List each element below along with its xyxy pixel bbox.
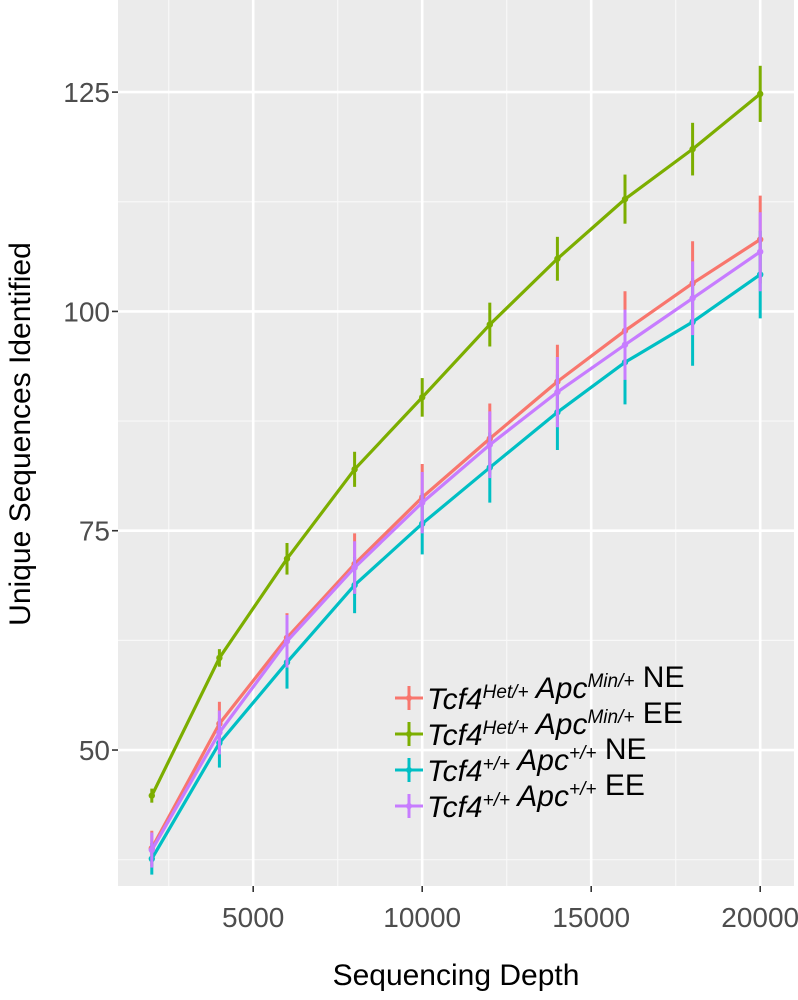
- data-point: [351, 466, 358, 473]
- series-4: [148, 212, 764, 868]
- axis-ticks: [112, 91, 762, 892]
- minor-gridlines: [118, 0, 794, 886]
- y-tick-label: 100: [63, 296, 110, 327]
- data-point: [621, 341, 629, 348]
- data-point: [216, 729, 223, 736]
- legend-item: Tcf4Het/+ ApcMin/+ EE: [395, 697, 683, 752]
- y-tick-label: 50: [79, 735, 110, 766]
- data-point: [689, 145, 696, 153]
- data-point: [689, 295, 696, 302]
- legend-key-point: [406, 695, 412, 701]
- legend-item: Tcf4Het/+ ApcMin/+ NE: [395, 661, 684, 716]
- y-tick-label: 75: [79, 516, 110, 547]
- x-tick-labels: 5000 10000 15000 20000: [222, 902, 798, 933]
- series-line: [150, 92, 762, 797]
- legend-item: Tcf4+/+ Apc+/+ EE: [395, 769, 645, 824]
- legend-key-point: [406, 767, 412, 773]
- legend-label: Tcf4Het/+ ApcMin/+ EE: [427, 697, 683, 752]
- data-point: [419, 394, 426, 401]
- plot-panel: [118, 0, 794, 886]
- data-point: [757, 248, 764, 255]
- data-point: [554, 255, 561, 262]
- x-axis-title: Sequencing Depth: [333, 959, 580, 992]
- data-point: [621, 195, 629, 203]
- y-tick-label: 125: [63, 77, 110, 108]
- data-point: [283, 555, 291, 562]
- data-point: [216, 654, 223, 662]
- legend-key-point: [406, 731, 412, 737]
- data-point: [283, 638, 291, 645]
- data-point: [351, 564, 358, 571]
- data-point: [148, 846, 155, 854]
- series-line: [150, 273, 762, 860]
- legend-item: Tcf4+/+ Apc+/+ NE: [395, 733, 647, 788]
- data-point: [419, 499, 426, 506]
- x-tick-label: 5000: [222, 902, 284, 933]
- x-tick-label: 20000: [721, 902, 798, 933]
- legend-label: Tcf4+/+ Apc+/+ EE: [427, 769, 645, 824]
- data-point: [486, 441, 493, 448]
- legend-label: Tcf4+/+ Apc+/+ NE: [427, 733, 647, 788]
- data-point: [486, 321, 493, 328]
- legend-key-point: [406, 803, 412, 809]
- data-point: [148, 792, 155, 799]
- series-line: [150, 238, 762, 850]
- y-axis-title: Unique Sequences Identified: [4, 242, 37, 626]
- data-point: [757, 90, 764, 98]
- x-tick-label: 10000: [383, 902, 461, 933]
- legend-label: Tcf4Het/+ ApcMin/+ NE: [427, 661, 684, 716]
- series-2: [148, 65, 764, 803]
- major-gridlines: [118, 0, 794, 886]
- x-tick-label: 15000: [552, 902, 630, 933]
- series-layer: [148, 65, 764, 875]
- y-tick-labels: 50 75 100 125: [63, 77, 110, 766]
- series-line: [150, 250, 762, 851]
- data-point: [554, 388, 561, 396]
